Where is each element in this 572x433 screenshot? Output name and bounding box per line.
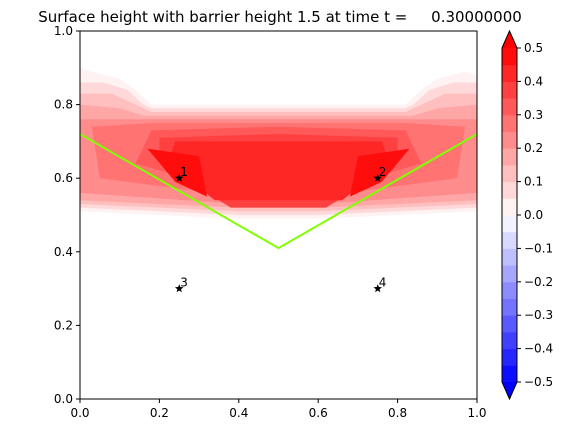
marker-label-1: 1 [180,165,188,179]
colorbar-tick-label-10: −0.5 [524,375,553,389]
y-tick-label-1: 0.2 [54,318,73,332]
marker-label-2: 2 [379,165,387,179]
colorbar-segment-13 [502,164,517,183]
x-tick-label-4: 0.8 [388,406,407,420]
colorbar-tick-label-4: 0.1 [524,175,543,189]
x-tick-label-3: 0.6 [309,406,328,420]
colorbar-segment-10 [502,215,517,233]
colorbar-segment-12 [502,181,517,199]
colorbar-tick-label-3: 0.2 [524,141,543,155]
colorbar-segment-16 [502,114,517,132]
colorbar: 0.5 0.4 0.3 0.2 0.1 0.0 −0.1 −0.2 −0.3 −0.4 −0.5 [501,29,553,401]
x-tick-label-2: 0.4 [229,406,248,420]
marker-star-1 [174,173,184,182]
marker-star-2 [373,173,383,182]
colorbar-tick-label-7: −0.2 [524,275,553,289]
x-tick-label-0: 0.0 [70,406,89,420]
colorbar-extend-max [502,31,517,48]
colorbar-segment-17 [502,98,517,116]
y-tick-label-0: 0.0 [54,392,73,406]
colorbar-segment-11 [502,198,517,216]
y-tick-label-4: 0.8 [54,98,73,112]
plot-area [80,31,477,399]
contour-bands [80,67,477,219]
colorbar-tick-label-9: −0.4 [524,342,553,356]
colorbar-segment-1 [502,365,517,383]
colorbar-tick-label-8: −0.3 [524,308,553,322]
x-tick-label-5: 1.0 [467,406,486,420]
barrier-line-group [80,133,477,250]
colorbar-segment-7 [502,265,517,283]
marker-label-3: 3 [180,276,188,290]
y-tick-label-3: 0.6 [54,171,73,185]
colorbar-tick-label-6: −0.1 [524,241,553,255]
colorbar-segment-9 [502,231,517,249]
chart-title: Surface height with barrier height 1.5 a… [38,8,522,26]
colorbar-segment-15 [502,131,517,149]
contour-band-10 [147,148,207,197]
colorbar-segment-5 [502,298,517,316]
colorbar-tick-label-0: 0.5 [524,41,543,55]
x-axis: 0.0 0.2 0.4 0.6 0.8 1.0 [70,399,487,420]
colorbar-tick-label-1: 0.4 [524,74,543,88]
colorbar-segment-19 [502,64,517,82]
colorbar-segment-2 [502,348,517,366]
colorbar-tick-label-5: 0.0 [524,208,543,222]
colorbar-segment-3 [502,331,517,350]
barrier-line [80,133,477,250]
plot-frame [79,30,478,400]
contour-band-11 [350,148,410,197]
colorbar-segment-6 [502,281,517,299]
colorbar-segment-4 [502,315,517,333]
marker-star-3 [174,284,184,293]
colorbar-extend-min [502,382,517,399]
colorbar-segment-8 [502,248,517,266]
marker-group: 1 2 3 4 [174,165,387,293]
colorbar-tick-label-2: 0.3 [524,108,543,122]
colorbar-segment-20 [502,48,517,66]
y-tick-label-2: 0.4 [54,245,73,259]
marker-star-4 [373,284,383,293]
marker-label-4: 4 [379,276,387,290]
x-tick-label-1: 0.2 [150,406,169,420]
colorbar-segment-14 [502,148,517,166]
y-axis: 0.0 0.2 0.4 0.6 0.8 1.0 [54,24,80,406]
colorbar-segment-18 [502,81,517,99]
contour-band-9 [167,141,390,201]
y-tick-label-5: 1.0 [54,24,73,38]
